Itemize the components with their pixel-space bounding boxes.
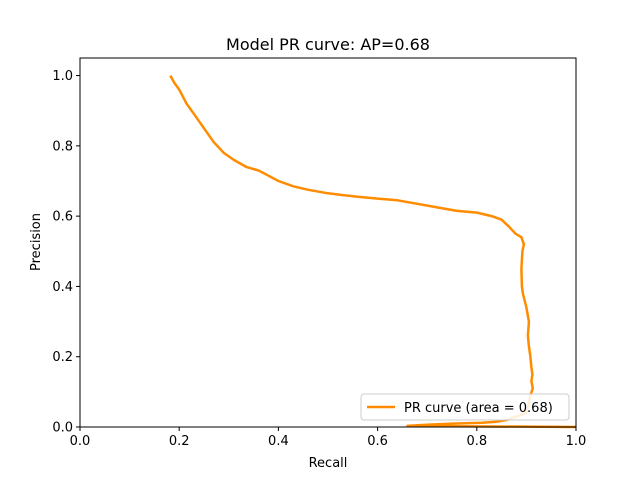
plot-area <box>80 58 576 427</box>
x-tick-label: 0.2 <box>169 434 190 449</box>
x-tick-label: 0.4 <box>268 434 289 449</box>
y-tick-label: 0.8 <box>52 139 73 154</box>
chart-title: Model PR curve: AP=0.68 <box>226 35 430 54</box>
x-axis-ticks: 0.0 0.2 0.4 0.6 0.8 1.0 <box>70 427 587 449</box>
plot-frame <box>79 57 577 428</box>
x-tick-label: 0.0 <box>70 434 91 449</box>
x-tick-label: 0.8 <box>466 434 487 449</box>
x-axis-label: Recall <box>309 456 348 471</box>
y-axis-ticks: 0.0 0.2 0.4 0.6 0.8 1.0 <box>52 69 80 436</box>
legend-box <box>360 393 570 421</box>
x-tick-label: 0.6 <box>367 434 388 449</box>
y-tick-label: 1.0 <box>52 69 73 84</box>
y-tick-label: 0.2 <box>52 350 73 365</box>
y-axis-label: Precision <box>29 213 44 271</box>
x-tick-label: 1.0 <box>566 434 587 449</box>
legend: PR curve (area = 0.68) <box>360 393 570 421</box>
legend-label: PR curve (area = 0.68) <box>404 401 553 416</box>
y-tick-label: 0.0 <box>52 421 73 436</box>
y-tick-label: 0.6 <box>52 210 73 225</box>
y-tick-label: 0.4 <box>52 280 73 295</box>
